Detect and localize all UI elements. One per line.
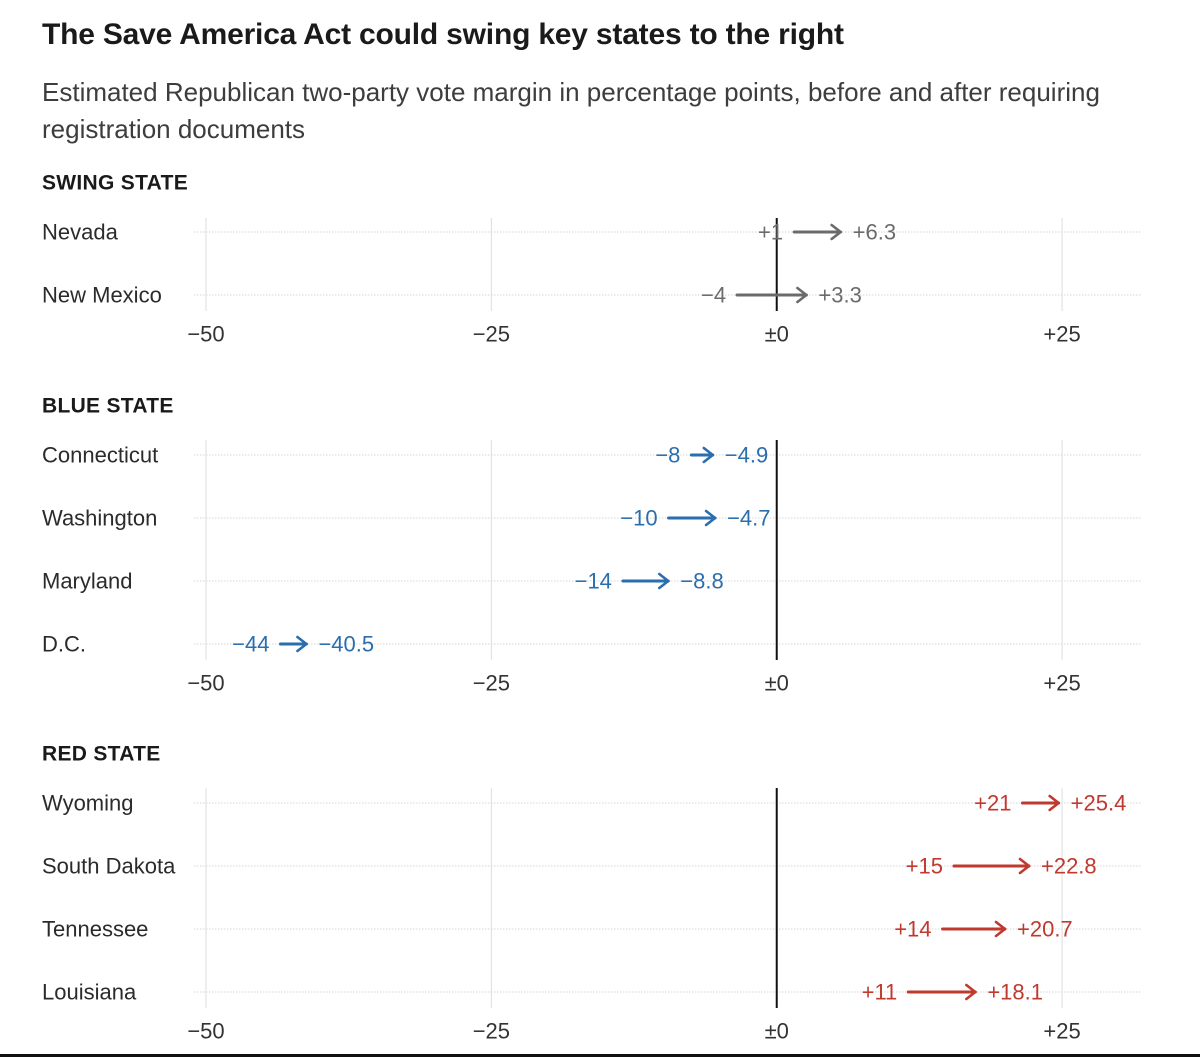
after-value-label: −4.7 xyxy=(727,506,770,531)
after-value-label: −8.8 xyxy=(680,569,723,594)
row-label: Tennessee xyxy=(42,917,148,942)
x-tick-label: +25 xyxy=(1043,322,1080,347)
row-label: Washington xyxy=(42,506,157,531)
group-header: SWING STATE xyxy=(42,172,188,195)
after-value-label: +25.4 xyxy=(1071,791,1127,816)
before-value-label: +21 xyxy=(974,791,1011,816)
x-tick-label: +25 xyxy=(1043,1019,1080,1044)
chart-title: The Save America Act could swing key sta… xyxy=(42,18,844,51)
x-tick-label: −50 xyxy=(187,671,224,696)
after-value-label: +18.1 xyxy=(987,980,1043,1005)
before-value-label: −10 xyxy=(620,506,657,531)
x-tick-label: −25 xyxy=(473,671,510,696)
x-tick-label: ±0 xyxy=(765,1019,789,1044)
x-tick-label: −25 xyxy=(473,1019,510,1044)
arrow-head xyxy=(657,572,670,590)
row-label: Nevada xyxy=(42,220,119,245)
group-header: BLUE STATE xyxy=(42,395,174,418)
before-value-label: +14 xyxy=(894,917,931,942)
arrow-head xyxy=(965,983,977,1001)
after-value-label: +22.8 xyxy=(1041,854,1097,879)
arrow-head xyxy=(830,223,842,241)
arrow-head xyxy=(1048,794,1060,812)
before-value-label: +11 xyxy=(862,980,898,1005)
before-value-label: −4 xyxy=(701,283,726,308)
row-label: D.C. xyxy=(42,632,86,657)
row-label: Wyoming xyxy=(42,791,134,816)
bottom-divider xyxy=(0,1054,1200,1057)
x-tick-label: −50 xyxy=(187,322,224,347)
x-tick-label: +25 xyxy=(1043,671,1080,696)
x-tick-label: −50 xyxy=(187,1019,224,1044)
after-value-label: −40.5 xyxy=(318,632,374,657)
row-label: South Dakota xyxy=(42,854,176,879)
x-tick-label: ±0 xyxy=(765,322,789,347)
after-value-label: +3.3 xyxy=(818,283,861,308)
before-value-label: +1 xyxy=(758,220,783,245)
before-value-label: +15 xyxy=(906,854,943,879)
after-value-label: +20.7 xyxy=(1017,917,1073,942)
x-tick-label: ±0 xyxy=(765,671,789,696)
after-value-label: −4.9 xyxy=(725,443,768,468)
row-label: Maryland xyxy=(42,569,132,594)
before-value-label: −44 xyxy=(232,632,269,657)
before-value-label: −14 xyxy=(575,569,612,594)
arrow-head xyxy=(994,920,1007,938)
arrow-head xyxy=(796,286,808,304)
row-label: New Mexico xyxy=(42,283,162,308)
arrow-head xyxy=(704,509,717,527)
group-header: RED STATE xyxy=(42,743,161,766)
row-label: Connecticut xyxy=(42,443,158,468)
x-tick-label: −25 xyxy=(473,322,510,347)
arrow-head xyxy=(1018,857,1031,875)
before-value-label: −8 xyxy=(655,443,680,468)
row-label: Louisiana xyxy=(42,980,137,1005)
arrow-head xyxy=(296,635,308,653)
chart-subtitle: Estimated Republican two-party vote marg… xyxy=(42,77,1100,144)
arrow-head xyxy=(702,446,715,464)
after-value-label: +6.3 xyxy=(853,220,896,245)
